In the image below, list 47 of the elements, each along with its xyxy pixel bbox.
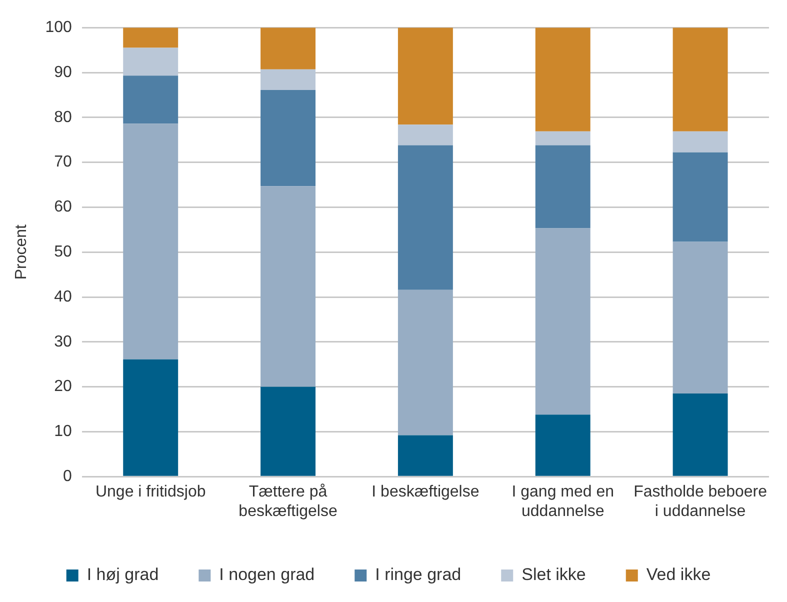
legend-label: I ringe grad <box>375 565 462 584</box>
legend-label: I høj grad <box>86 565 159 584</box>
bar <box>535 414 590 476</box>
bar <box>535 228 590 415</box>
bar <box>260 69 316 90</box>
bar <box>535 145 590 228</box>
bar <box>123 76 178 124</box>
bar <box>672 242 728 394</box>
x-tick-label: Fastholde beboere i uddannelse <box>634 484 768 520</box>
x-tick-label: I beskæftigelse <box>372 484 480 501</box>
bar <box>672 394 728 476</box>
bar <box>260 90 316 186</box>
y-tick-label: 50 <box>54 244 72 261</box>
y-tick-label: 10 <box>54 423 72 440</box>
bar <box>398 435 453 476</box>
legend-label: Slet ikke <box>522 565 586 584</box>
y-axis-title: Procent <box>13 224 30 280</box>
y-tick-label: 70 <box>54 154 72 171</box>
bar <box>398 290 453 436</box>
y-tick-label: 100 <box>45 19 72 36</box>
bar <box>535 28 590 132</box>
legend-label: I nogen grad <box>219 565 315 584</box>
bar <box>260 28 316 70</box>
y-tick-label: 90 <box>54 64 72 81</box>
x-tick-label: Tættere på beskæftigelse <box>238 484 338 520</box>
y-tick-label: 0 <box>62 468 72 486</box>
bar <box>535 131 590 146</box>
bar <box>672 152 728 242</box>
bar <box>123 359 178 476</box>
bar <box>672 131 728 152</box>
bar <box>672 28 728 132</box>
bar <box>398 124 453 146</box>
bar <box>123 124 178 360</box>
bar <box>123 28 178 48</box>
y-tick-label: 40 <box>54 288 72 306</box>
x-tick-label: Unge i fritidsjob <box>95 484 206 501</box>
bar <box>260 386 316 476</box>
y-tick-label: 30 <box>54 333 72 350</box>
bar <box>260 186 316 387</box>
y-tick-label: 80 <box>54 108 72 126</box>
x-tick-label: I gang med en uddannelse <box>512 484 614 520</box>
bar <box>398 145 453 290</box>
y-tick-label: 60 <box>54 198 72 216</box>
bar <box>398 28 453 125</box>
y-tick-label: 20 <box>54 378 72 396</box>
legend-label: Ved ikke <box>646 565 711 584</box>
bar <box>123 48 178 76</box>
